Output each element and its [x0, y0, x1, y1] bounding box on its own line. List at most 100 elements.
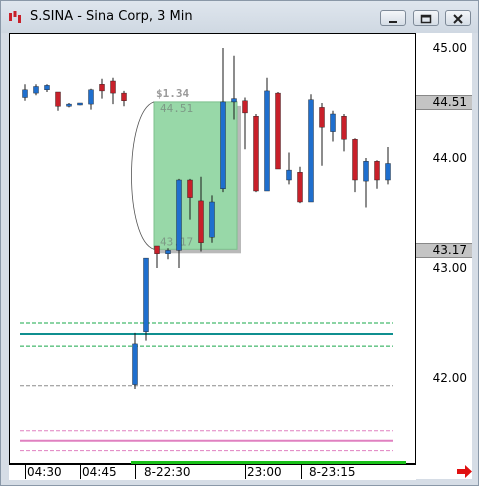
measure-high-label: 44.51	[160, 102, 193, 115]
candle-body-up	[44, 85, 50, 91]
title-bar[interactable]: S.SINA - Sina Corp, 3 Min	[1, 1, 478, 33]
scroll-right-arrow-icon[interactable]	[456, 464, 473, 479]
candle[interactable]	[374, 160, 380, 189]
price-label: 45.00	[432, 41, 467, 55]
time-label: 8-23:15	[309, 465, 356, 479]
time-label: 23:00	[247, 465, 282, 479]
candle-body-up	[165, 250, 171, 254]
candle[interactable]	[110, 77, 116, 105]
candle-body-down	[121, 92, 127, 101]
candle-body-down	[242, 100, 248, 114]
candle[interactable]	[187, 178, 193, 220]
candle[interactable]	[121, 90, 127, 107]
candle-body-up	[132, 343, 138, 385]
candle[interactable]	[209, 195, 215, 243]
candle[interactable]	[99, 78, 105, 99]
price-label: 42.00	[432, 371, 467, 385]
candle[interactable]	[66, 103, 72, 108]
candle[interactable]	[363, 158, 369, 208]
candle[interactable]	[308, 94, 314, 203]
candle-body-up	[286, 169, 292, 181]
window-title: S.SINA - Sina Corp, 3 Min	[30, 9, 193, 24]
price-tag-high: 44.51	[416, 95, 472, 110]
candle-body-up	[88, 89, 94, 105]
candle[interactable]	[176, 178, 182, 268]
candle[interactable]	[385, 147, 391, 185]
candle-body-down	[319, 107, 325, 128]
candle[interactable]	[22, 84, 28, 101]
candle[interactable]	[77, 102, 83, 106]
app-icon	[9, 11, 21, 23]
candle-body-down	[275, 92, 281, 170]
candle-body-down	[297, 172, 303, 203]
candle-body-up	[220, 101, 226, 190]
candle-body-down	[187, 179, 193, 198]
maximize-button[interactable]	[413, 10, 439, 26]
candle[interactable]	[198, 176, 204, 252]
candle[interactable]	[88, 88, 94, 110]
candle-body-down	[55, 91, 61, 107]
close-icon	[453, 14, 463, 24]
candle-body-up	[209, 201, 215, 238]
candle-body-up	[385, 163, 391, 181]
candle-body-up	[308, 99, 314, 203]
candle[interactable]	[286, 152, 292, 185]
time-axis[interactable]	[9, 464, 416, 480]
time-tick	[25, 465, 26, 479]
candle-body-down	[154, 245, 160, 254]
candle-body-up	[22, 89, 28, 98]
candle-body-up	[33, 86, 39, 94]
close-button[interactable]	[445, 10, 471, 26]
measure-change-label: $1.34	[156, 87, 189, 100]
maximize-icon	[420, 14, 432, 24]
candle[interactable]	[220, 48, 226, 193]
candle[interactable]	[352, 138, 358, 193]
minimize-button[interactable]	[380, 10, 406, 26]
price-tag-low: 43.17	[416, 243, 472, 258]
candle[interactable]	[132, 332, 138, 389]
candle-body-up	[363, 161, 369, 182]
time-tick	[135, 465, 136, 479]
measure-connector-arc	[131, 101, 155, 250]
time-label: 04:45	[82, 465, 117, 479]
session-indicator-bar	[131, 461, 406, 465]
price-label: 43.00	[432, 261, 467, 275]
candle-body-down	[374, 161, 380, 181]
candle[interactable]	[253, 114, 259, 193]
candle[interactable]	[55, 91, 61, 111]
candle-body-down	[253, 115, 259, 192]
candle-body-down	[99, 84, 105, 92]
candle-body-down	[198, 200, 204, 243]
candle[interactable]	[264, 77, 270, 192]
candle-body-up	[231, 98, 237, 103]
candle[interactable]	[165, 248, 171, 260]
candle[interactable]	[319, 103, 325, 166]
price-label: 44.00	[432, 151, 467, 165]
candle-body-down	[110, 80, 116, 94]
candle[interactable]	[275, 92, 281, 170]
candle[interactable]	[231, 55, 237, 120]
time-tick	[301, 465, 302, 479]
time-label: 04:30	[27, 465, 62, 479]
candle[interactable]	[143, 257, 149, 341]
candle-body-up	[176, 179, 182, 251]
candle[interactable]	[44, 84, 50, 92]
candle-body-up	[143, 257, 149, 333]
candle-body-down	[352, 139, 358, 181]
candle[interactable]	[330, 110, 336, 142]
time-tick	[245, 465, 246, 479]
candle-body-up	[77, 102, 83, 106]
candle[interactable]	[297, 166, 303, 204]
time-label: 8-22:30	[144, 465, 191, 479]
minimize-icon	[389, 21, 397, 23]
candle[interactable]	[154, 245, 160, 268]
candle-body-down	[341, 115, 347, 140]
candle[interactable]	[341, 114, 347, 152]
candle[interactable]	[33, 84, 39, 96]
candle-body-up	[264, 90, 270, 192]
candle[interactable]	[242, 97, 248, 150]
candle-body-up	[330, 113, 336, 132]
